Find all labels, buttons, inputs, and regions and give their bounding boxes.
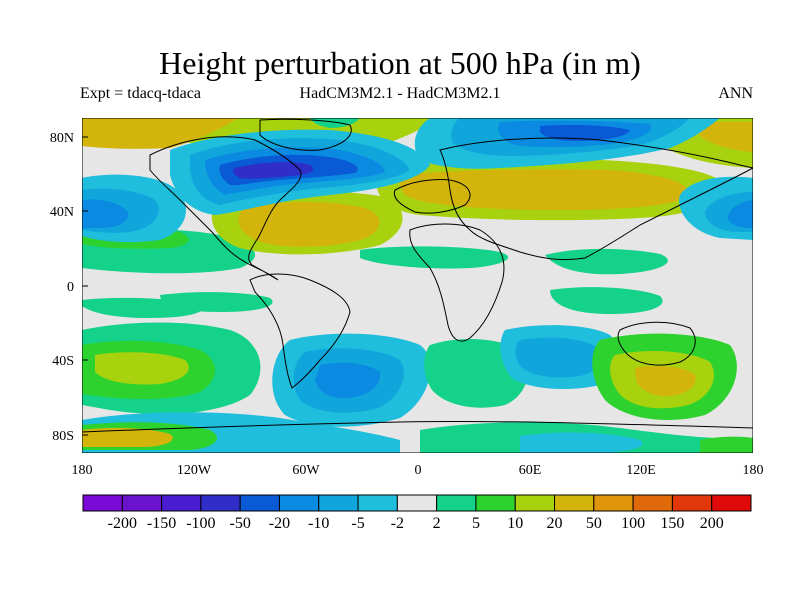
colorbar-swatch bbox=[200, 494, 241, 512]
colorbar-swatch bbox=[436, 494, 477, 512]
colorbar-label: -5 bbox=[351, 515, 364, 532]
lat-tick-label: 80S bbox=[52, 429, 74, 444]
colorbar-swatch bbox=[475, 494, 516, 512]
colorbar-label: -50 bbox=[230, 515, 251, 532]
lon-tick-label: 0 bbox=[415, 463, 422, 478]
colorbar-swatch bbox=[671, 494, 713, 512]
colorbar-swatch bbox=[396, 494, 438, 512]
colorbar-swatch bbox=[278, 494, 320, 512]
colorbar-label: -200 bbox=[108, 515, 137, 532]
colorbar-labels: -200 -150 -100 -50 -20 -10 -5 -2 2 5 10 20 50 100 150 2… bbox=[108, 515, 724, 532]
coastlines bbox=[82, 118, 753, 433]
colorbar-label: -20 bbox=[269, 515, 290, 532]
colorbar-label: -150 bbox=[147, 515, 176, 532]
lon-axis: 180 120W 60W 0 60E 120E 180 bbox=[72, 463, 764, 478]
colorbar-swatch bbox=[593, 494, 634, 512]
colorbar-swatch bbox=[318, 494, 359, 512]
colorbar-swatch bbox=[632, 494, 673, 512]
colorbar-label: 100 bbox=[621, 515, 645, 532]
colorbar-label: -10 bbox=[308, 515, 329, 532]
colorbar-swatch bbox=[514, 494, 556, 512]
lat-tick-label: 80N bbox=[50, 131, 74, 146]
colorbar-label: 10 bbox=[507, 515, 523, 532]
colorbar-label: 150 bbox=[660, 515, 684, 532]
colorbar-label: 5 bbox=[472, 515, 480, 532]
model-label: HadCM3M2.1 - HadCM3M2.1 bbox=[299, 85, 501, 102]
colorbar-swatch bbox=[82, 494, 123, 512]
lat-tick-label: 40S bbox=[52, 354, 74, 369]
lon-tick-label: 180 bbox=[72, 463, 93, 478]
lon-tick-label: 60W bbox=[292, 463, 320, 478]
colorbar-swatch bbox=[121, 494, 163, 512]
lat-axis: 80N 40N 0 40S 80S bbox=[50, 131, 88, 444]
lon-tick-label: 60E bbox=[519, 463, 542, 478]
contour-field bbox=[82, 118, 753, 453]
colorbar-label: 2 bbox=[433, 515, 441, 532]
map-title: Height perturbation at 500 hPa (in m) bbox=[159, 45, 641, 81]
colorbar-swatch bbox=[711, 494, 752, 512]
season-label: ANN bbox=[718, 85, 753, 102]
lon-tick-label: 180 bbox=[743, 463, 764, 478]
colorbar-label: -100 bbox=[186, 515, 215, 532]
colorbar-label: 50 bbox=[586, 515, 602, 532]
lon-tick-label: 120W bbox=[177, 463, 212, 478]
lat-tick-label: 0 bbox=[67, 280, 74, 295]
colorbar-swatch bbox=[239, 494, 280, 512]
colorbar-label: 200 bbox=[700, 515, 724, 532]
lat-tick-label: 40N bbox=[50, 205, 74, 220]
colorbar-label: -2 bbox=[391, 515, 404, 532]
experiment-label: Expt = tdacq-tdaca bbox=[80, 85, 201, 102]
colorbar-label: 20 bbox=[547, 515, 563, 532]
colorbar-swatch bbox=[357, 494, 398, 512]
colorbar-swatch bbox=[554, 494, 595, 512]
lon-tick-label: 120E bbox=[626, 463, 656, 478]
colorbar bbox=[82, 494, 752, 512]
colorbar-swatch bbox=[161, 494, 202, 512]
